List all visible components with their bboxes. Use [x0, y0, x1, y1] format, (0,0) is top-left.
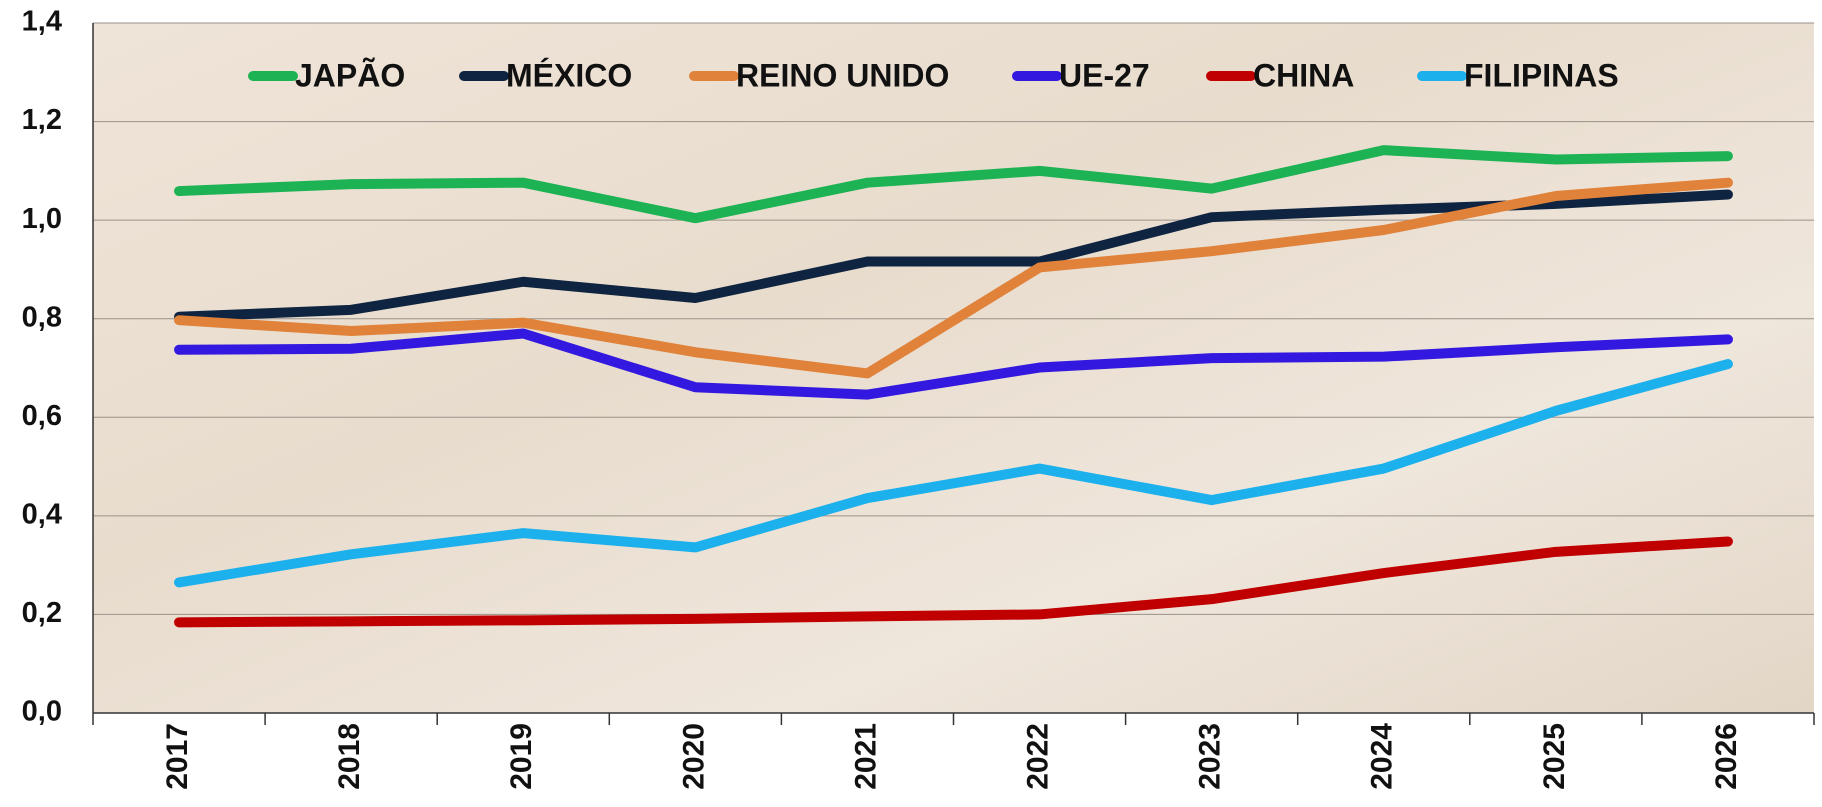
plot-background	[93, 23, 1814, 713]
x-tick-label: 2017	[161, 723, 194, 790]
x-tick-label: 2018	[333, 723, 366, 790]
y-tick-label: 1,4	[22, 6, 62, 38]
legend-label: FILIPINAS	[1464, 57, 1619, 93]
series-line	[174, 359, 1733, 588]
x-tick-label: 2026	[1710, 723, 1743, 790]
series-line	[174, 177, 1733, 379]
series-line	[174, 145, 1733, 224]
x-tick-label: 2025	[1538, 723, 1571, 790]
series-line	[174, 536, 1733, 628]
x-tick-label: 2023	[1194, 723, 1227, 790]
y-tick-label: 0,0	[22, 696, 62, 728]
legend-label: CHINA	[1253, 57, 1354, 93]
y-tick-label: 0,2	[22, 597, 62, 629]
y-tick-label: 0,4	[22, 499, 62, 531]
y-tick-label: 1,0	[22, 203, 62, 235]
x-tick-label: 2019	[505, 723, 538, 790]
legend-label: MÉXICO	[506, 57, 632, 93]
x-tick-label: 2021	[849, 723, 882, 790]
series-line	[174, 189, 1733, 322]
y-tick-label: 1,2	[22, 104, 62, 136]
x-tick-label: 2022	[1021, 723, 1054, 790]
legend-label: REINO UNIDO	[736, 57, 949, 93]
legend-label: UE-27	[1059, 57, 1150, 93]
legend-label: JAPÃO	[295, 57, 405, 93]
series-line	[174, 328, 1733, 400]
x-tick-label: 2020	[677, 723, 710, 790]
y-tick-label: 0,6	[22, 400, 62, 432]
x-tick-label: 2024	[1366, 723, 1399, 790]
y-tick-label: 0,8	[22, 301, 62, 333]
